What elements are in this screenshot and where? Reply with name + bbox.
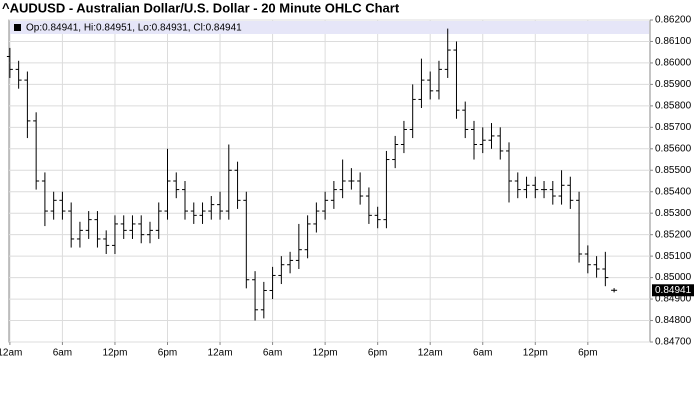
plot-area <box>8 19 651 343</box>
x-tick-label: 6pm <box>578 348 597 359</box>
y-tick-label: 0.85200 <box>655 229 692 240</box>
x-tick-label: 12pm <box>102 348 127 359</box>
y-tick-label: 0.86200 <box>655 15 692 26</box>
y-tick-label: 0.84800 <box>655 315 692 326</box>
y-tick-label: 0.85100 <box>655 251 692 262</box>
y-tick-label: 0.85000 <box>655 272 692 283</box>
x-tick-label: 12am <box>208 348 233 359</box>
y-tick-label: 0.85800 <box>655 101 692 112</box>
y-tick-label: 0.84700 <box>655 337 692 348</box>
x-tick-label: 6pm <box>368 348 387 359</box>
x-tick-label: 12am <box>0 348 22 359</box>
y-tick-label: 0.85400 <box>655 186 692 197</box>
legend-band <box>10 21 649 34</box>
legend-swatch <box>14 24 21 31</box>
ohlc-bars <box>6 28 618 321</box>
y-tick-label: 0.85900 <box>655 79 692 90</box>
x-tick-label: 12pm <box>313 348 338 359</box>
x-tick-label: 6am <box>263 348 282 359</box>
y-tick-label: 0.85700 <box>655 122 692 133</box>
last-price-label: 0.84941 <box>655 285 692 296</box>
last-price-box <box>652 284 694 297</box>
y-tick-label: 0.85300 <box>655 208 692 219</box>
y-tick-label: 0.84900 <box>655 294 692 305</box>
x-tick-label: 6pm <box>158 348 177 359</box>
x-tick-label: 12pm <box>523 348 548 359</box>
x-tick-label: 6am <box>473 348 492 359</box>
x-tick-label: 12am <box>418 348 443 359</box>
chart-title: ^AUDUSD - Australian Dollar/U.S. Dollar … <box>2 0 400 15</box>
legend-text: Op:0.84941, Hi:0.84951, Lo:0.84931, Cl:0… <box>26 23 242 34</box>
x-tick-label: 6am <box>53 348 72 359</box>
y-tick-label: 0.86100 <box>655 36 692 47</box>
y-tick-label: 0.85600 <box>655 143 692 154</box>
y-tick-label: 0.86000 <box>655 58 692 69</box>
grid <box>9 19 650 343</box>
y-tick-label: 0.85500 <box>655 165 692 176</box>
